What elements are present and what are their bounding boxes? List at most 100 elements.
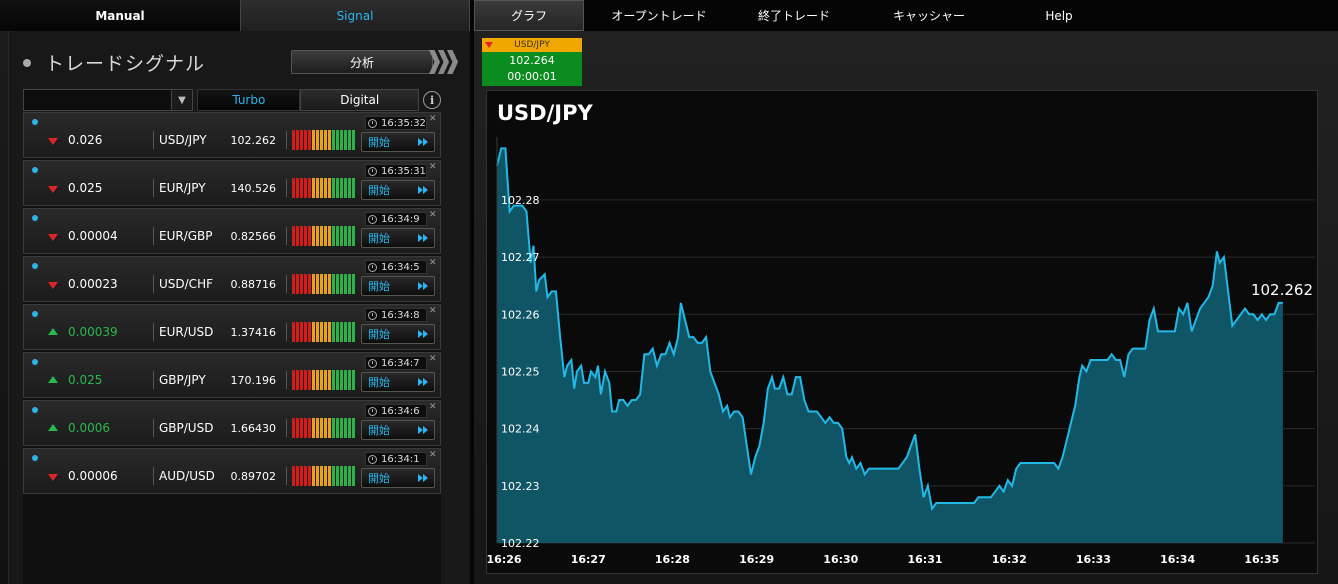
start-label: 開始 — [368, 424, 390, 437]
strength-bar — [332, 130, 335, 150]
price-chart[interactable]: 102.22 102.23 102.24 102.25 102.26 102.27 102.… — [486, 90, 1318, 574]
signal-pair: EUR/GBP — [159, 229, 213, 243]
signal-pair: AUD/USD — [159, 469, 215, 483]
strength-bar — [316, 466, 319, 486]
signal-dot-icon — [32, 263, 38, 269]
y-tick-label: 102.28 — [501, 194, 540, 207]
close-icon[interactable]: ✕ — [429, 354, 437, 364]
fast-forward-icon — [418, 474, 428, 482]
fast-forward-icon — [418, 234, 428, 242]
y-tick-label: 102.27 — [501, 251, 540, 264]
divider — [286, 275, 287, 293]
close-icon[interactable]: ✕ — [429, 402, 437, 412]
nav-closed-trades[interactable]: 終了トレード — [757, 9, 830, 23]
nav-cashier[interactable]: キャッシャー — [892, 9, 965, 23]
ticker-rate: 102.264 — [509, 54, 555, 67]
panel-divider — [470, 0, 474, 584]
asset-filter-select[interactable] — [23, 89, 172, 111]
close-icon[interactable]: ✕ — [429, 210, 437, 220]
strength-bar — [344, 418, 347, 438]
signal-time-text: 16:34:8 — [381, 309, 420, 321]
strength-bar — [312, 418, 315, 438]
close-icon[interactable]: ✕ — [429, 306, 437, 316]
down-arrow-icon — [485, 42, 493, 48]
fast-forward-icon — [418, 186, 428, 194]
signal-time-text: 16:34:1 — [381, 453, 420, 465]
strength-bar — [320, 418, 323, 438]
close-icon[interactable]: ✕ — [429, 258, 437, 268]
y-tick-label: 102.26 — [501, 308, 540, 321]
strength-bar — [316, 130, 319, 150]
signal-rate: 102.262 — [230, 134, 277, 147]
tab-digital[interactable]: Digital — [300, 89, 420, 111]
start-label: 開始 — [368, 376, 390, 389]
strength-bar — [296, 130, 299, 150]
start-button[interactable]: 開始 — [361, 228, 435, 248]
clock-icon — [368, 406, 377, 416]
strength-bar — [320, 130, 323, 150]
up-arrow-icon — [48, 328, 58, 335]
start-button[interactable]: 開始 — [361, 468, 435, 488]
analyze-button[interactable]: 分析 — [291, 50, 433, 74]
strength-bar — [324, 226, 327, 246]
strength-bar — [316, 322, 319, 342]
start-button[interactable]: 開始 — [361, 132, 435, 152]
signal-row: 16:34:9 ✕ 0.00004 EUR/GBP 0.82566 開始 — [23, 208, 441, 254]
divider — [153, 227, 154, 245]
dropdown-arrow-icon[interactable]: ▼ — [171, 89, 194, 111]
start-button[interactable]: 開始 — [361, 276, 435, 296]
ticker-pair: USD/JPY — [514, 40, 550, 50]
strength-bar — [304, 370, 307, 390]
start-button[interactable]: 開始 — [361, 372, 435, 392]
nav-help[interactable]: Help — [1045, 8, 1073, 23]
signal-change: 0.00023 — [68, 277, 118, 291]
strength-bar — [320, 226, 323, 246]
strength-bar — [320, 466, 323, 486]
strength-bar — [332, 418, 335, 438]
signal-rate: 0.89702 — [230, 470, 277, 483]
close-icon[interactable]: ✕ — [429, 450, 437, 460]
last-value-label: 102.262 — [1251, 281, 1313, 299]
strength-bar — [336, 178, 339, 198]
signal-row: 16:34:7 ✕ 0.025 GBP/JPY 170.196 開始 — [23, 352, 441, 398]
tab-signal[interactable]: Signal — [240, 0, 470, 31]
strength-bar — [292, 274, 295, 294]
signal-row: 16:35:31 ✕ 0.025 EUR/JPY 140.526 開始 — [23, 160, 441, 206]
close-icon[interactable]: ✕ — [429, 114, 437, 124]
signal-list: 16:35:32 ✕ 0.026 USD/JPY 102.262 開始 16:35:31 ✕ 0… — [23, 112, 441, 584]
strength-bar — [296, 418, 299, 438]
nav-graph[interactable]: グラフ — [474, 0, 584, 31]
tab-manual[interactable]: Manual — [0, 0, 240, 31]
strength-bar — [292, 370, 295, 390]
strength-bar — [344, 130, 347, 150]
chevron-right-icon[interactable] — [429, 50, 458, 74]
signal-rate: 1.37416 — [230, 326, 277, 339]
strength-bar — [336, 322, 339, 342]
nav-open-trades[interactable]: オープントレード — [611, 9, 707, 23]
clock-icon — [368, 118, 377, 128]
start-button[interactable]: 開始 — [361, 420, 435, 440]
info-icon[interactable]: i — [423, 91, 441, 109]
x-tick-label: 16:26 — [487, 553, 522, 566]
close-icon[interactable]: ✕ — [429, 162, 437, 172]
strength-bar — [320, 322, 323, 342]
tab-turbo[interactable]: Turbo — [197, 89, 301, 111]
signal-time: 16:34:6 — [365, 404, 427, 418]
signal-change: 0.00006 — [68, 469, 118, 483]
signal-pair: EUR/USD — [159, 325, 214, 339]
clock-icon — [368, 214, 377, 224]
divider — [153, 131, 154, 149]
active-asset-ticker[interactable]: USD/JPY 102.264 00:00:01 — [482, 38, 582, 86]
start-label: 開始 — [368, 472, 390, 485]
strength-bar — [308, 418, 311, 438]
start-button[interactable]: 開始 — [361, 180, 435, 200]
signal-change: 0.026 — [68, 133, 103, 147]
strength-bar — [352, 322, 355, 342]
signal-time-text: 16:35:31 — [381, 165, 426, 177]
strength-bar — [336, 418, 339, 438]
start-button[interactable]: 開始 — [361, 324, 435, 344]
strength-bar — [320, 370, 323, 390]
signal-pair: EUR/JPY — [159, 181, 206, 195]
y-tick-label: 102.22 — [501, 537, 540, 550]
strength-bar — [308, 466, 311, 486]
